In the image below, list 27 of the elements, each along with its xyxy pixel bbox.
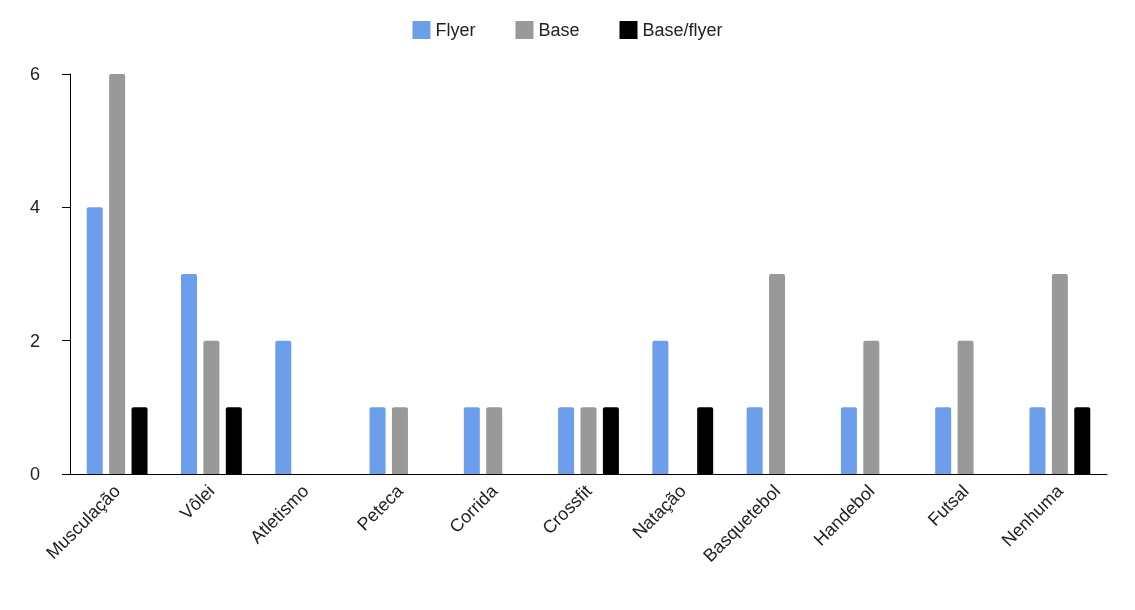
y-tick-label: 2: [30, 330, 41, 351]
bar: [558, 407, 575, 474]
bar: [275, 340, 292, 474]
bar: [109, 74, 126, 474]
bar: [746, 407, 763, 474]
y-tick-label: 0: [30, 464, 41, 484]
bar: [840, 407, 857, 474]
bar: [391, 407, 408, 474]
bar: [369, 407, 386, 474]
legend-label: Base/flyer: [642, 20, 723, 40]
bar: [957, 340, 974, 474]
legend-label: Flyer: [435, 20, 476, 40]
bar: [580, 407, 597, 474]
legend-label: Base: [538, 20, 580, 40]
bar: [463, 407, 480, 474]
bar: [181, 274, 198, 474]
bar: [769, 274, 786, 474]
y-tick-label: 4: [30, 197, 41, 218]
bar: [203, 340, 220, 474]
bar: [486, 407, 503, 474]
bar: [1029, 407, 1046, 474]
bar: [863, 340, 880, 474]
bar: [86, 207, 103, 474]
bar: [935, 407, 952, 474]
bar: [1051, 274, 1068, 474]
y-tick-label: 6: [30, 64, 41, 84]
bar: [652, 340, 669, 474]
